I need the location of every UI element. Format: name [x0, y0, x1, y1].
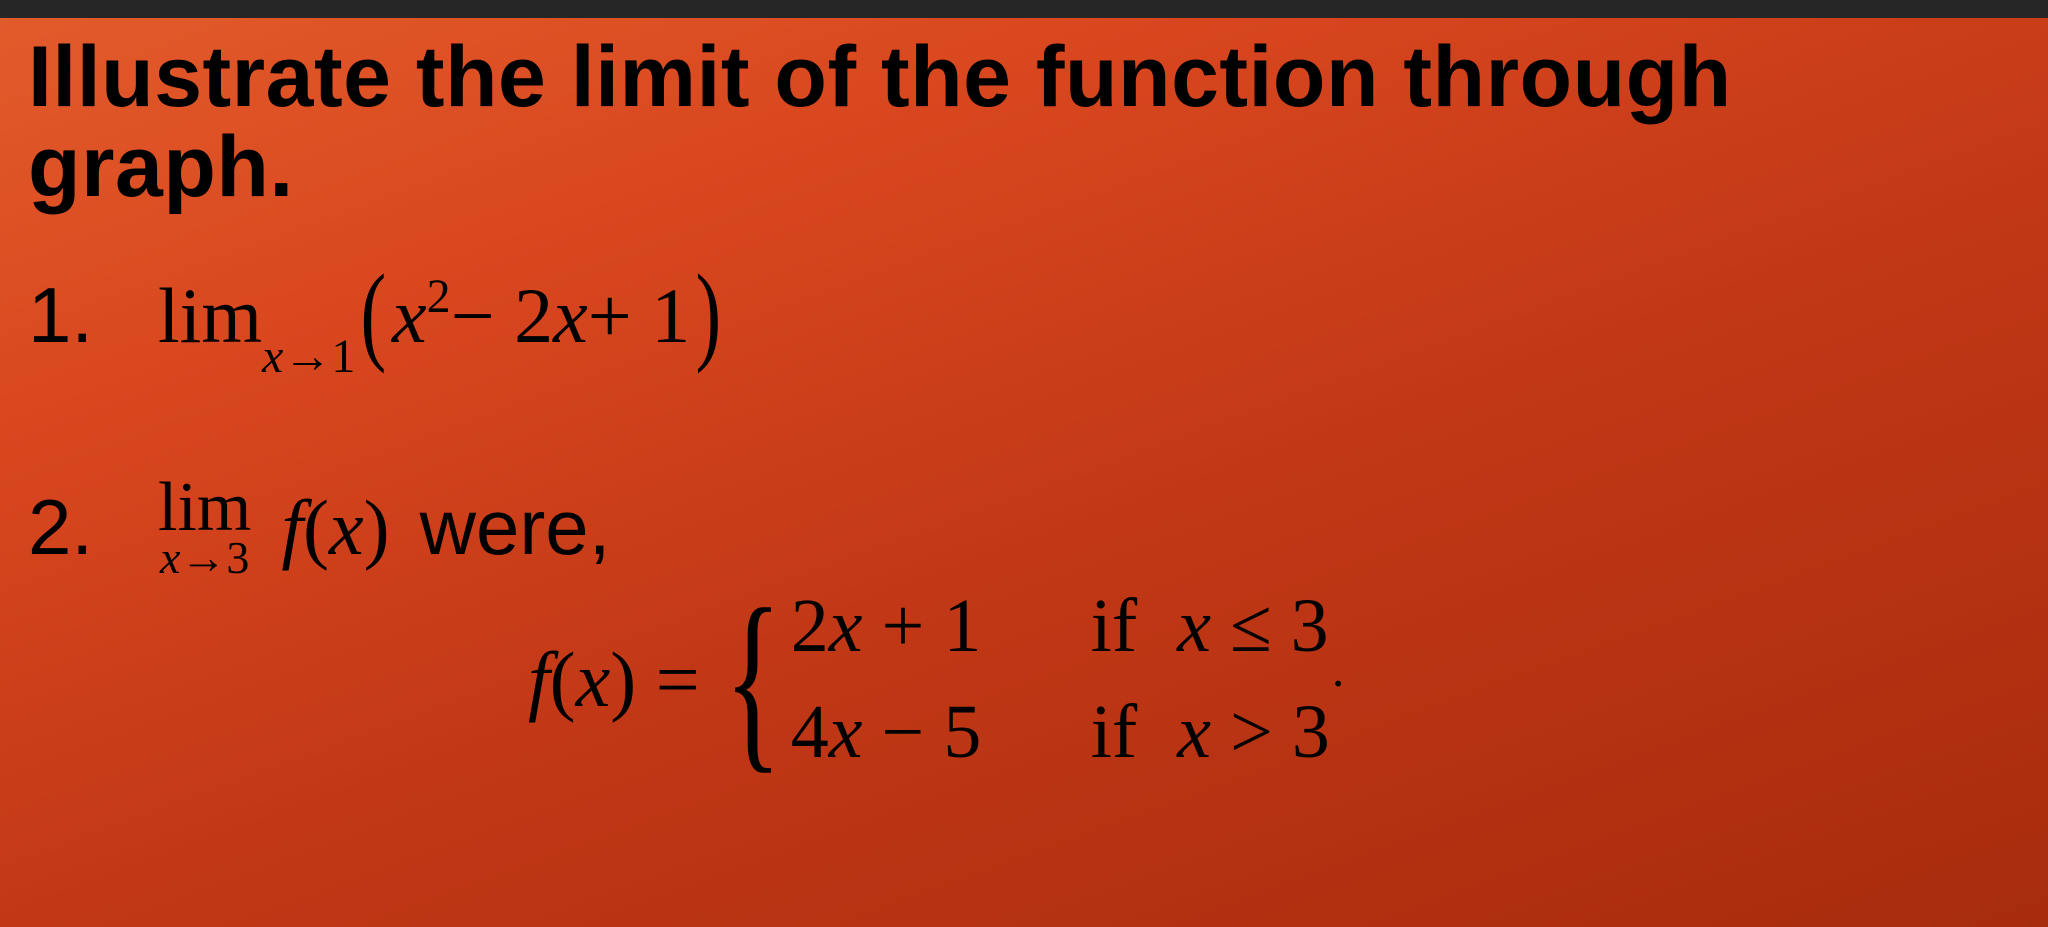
case-2-cond: x > 3 — [1177, 691, 1330, 775]
slide-title: Illustrate the limit of the function thr… — [28, 32, 2020, 213]
problem-1-number: 1. — [28, 273, 98, 359]
were-text: were, — [420, 485, 611, 571]
case-1: 2x + 1 if x ≤ 3 — [791, 585, 1330, 669]
title-line-2: graph. — [28, 119, 294, 215]
piecewise-lhs: f(x) = — [528, 637, 700, 723]
case-1-expr: 2x + 1 — [791, 585, 1051, 669]
slide-body: Illustrate the limit of the function thr… — [0, 18, 2048, 927]
lim-stack: lim x→3 — [158, 478, 251, 577]
expr-tail: + 1 — [588, 273, 691, 359]
piecewise-cases: 2x + 1 if x ≤ 3 4x − 5 if x > 3 — [791, 585, 1330, 774]
expr-mid: − 2 — [451, 273, 554, 359]
case-1-cond: x ≤ 3 — [1177, 585, 1328, 669]
lim-subscript: x→1 — [262, 331, 355, 384]
problem-1: 1. lim x→1 ( x2 − 2x + 1 ) — [28, 273, 2020, 359]
lim-label-2: lim — [158, 478, 251, 538]
title-line-1: Illustrate the limit of the function thr… — [28, 29, 1732, 125]
expr-x2: x — [553, 273, 588, 359]
trailing-period: . — [1332, 642, 1345, 697]
lim-label: lim — [158, 273, 262, 359]
case-2-expr: 4x − 5 — [791, 691, 1051, 775]
problem-2-number: 2. — [28, 485, 98, 571]
window-topbar — [0, 0, 2048, 18]
case-2-if: if — [1091, 691, 1137, 775]
expr-sq: 2 — [427, 271, 451, 324]
piecewise-definition: f(x) = { 2x + 1 if x ≤ 3 4x − 5 — [528, 585, 2020, 774]
case-1-if: if — [1091, 585, 1137, 669]
lim-sub-2: x→3 — [160, 538, 249, 577]
brace-icon: { — [724, 590, 782, 770]
problem-1-expression: lim x→1 ( x2 − 2x + 1 ) — [158, 273, 727, 359]
fx-expr: f(x) — [281, 485, 389, 571]
problem-2: 2. lim x→3 f(x) were, f(x) = { 2x + 1 — [28, 478, 2020, 774]
expr-x1: x — [392, 273, 427, 359]
case-2: 4x − 5 if x > 3 — [791, 691, 1330, 775]
